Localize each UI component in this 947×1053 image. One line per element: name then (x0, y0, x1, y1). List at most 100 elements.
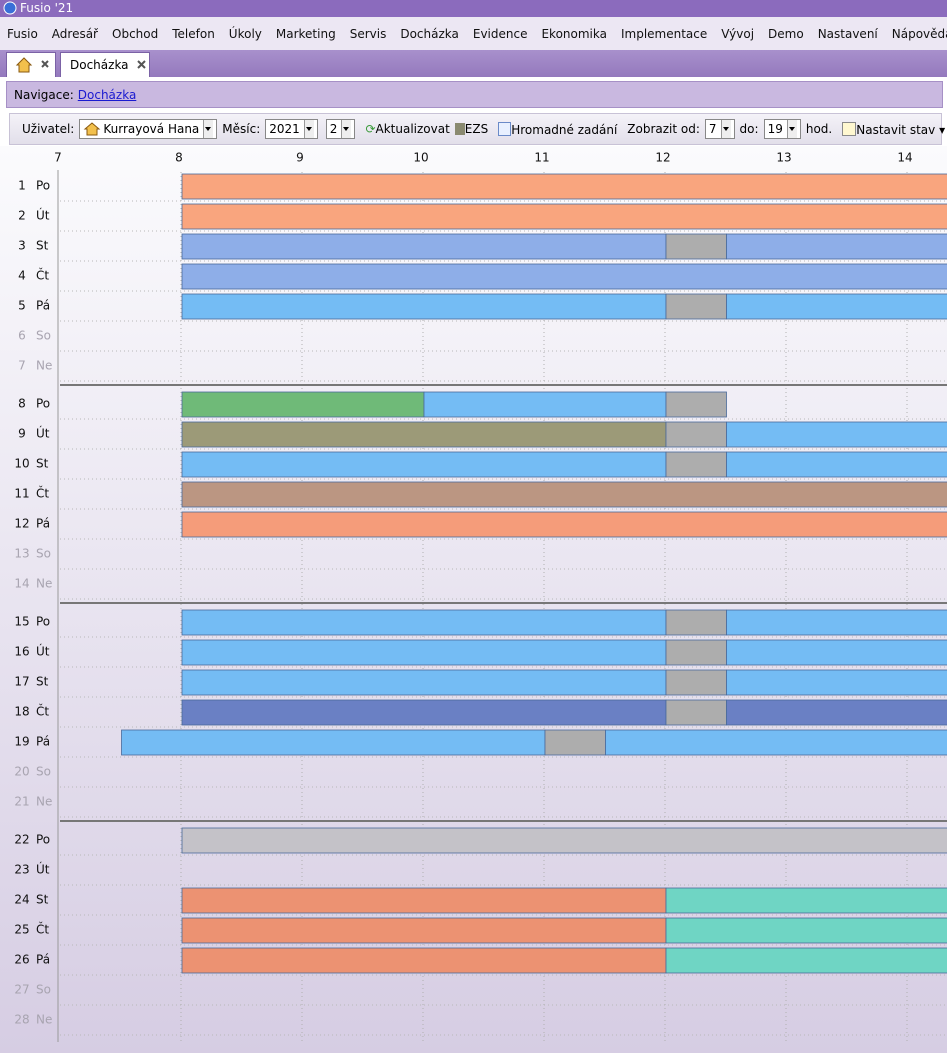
hour-label: 13 (776, 151, 791, 165)
time-segment (181, 451, 667, 478)
set-state-label: Nastavit stav (856, 122, 936, 137)
user-label: Uživatel: (22, 122, 75, 136)
time-segment (423, 391, 667, 418)
day-name: Út (36, 208, 50, 223)
time-segment (181, 233, 667, 260)
day-number: 24 (14, 893, 29, 907)
menu-item[interactable]: Vývoj (721, 26, 755, 41)
time-segment (726, 421, 947, 448)
hour-label: 7 (54, 151, 62, 165)
time-segment (181, 293, 667, 320)
time-segment (605, 729, 947, 756)
day-number: 12 (14, 517, 29, 531)
from-select[interactable]: 7 (704, 119, 735, 139)
ezs-button[interactable]: EZS (454, 122, 488, 136)
day-number: 4 (18, 269, 26, 283)
dropdown-arrow (341, 120, 352, 138)
day-number: 15 (14, 615, 29, 629)
to-value: 19 (767, 122, 783, 136)
day-name: Čt (36, 486, 49, 501)
day-name: Po (36, 179, 50, 193)
day-number: 25 (14, 923, 29, 937)
time-segment (181, 917, 667, 944)
toolbar: Uživatel: Kurrayová Hana Měsíc: 2021 2 ⟳… (9, 113, 945, 145)
day-name: Pá (36, 517, 50, 531)
day-number: 14 (14, 577, 29, 591)
menu-item[interactable]: Marketing (275, 26, 336, 41)
from-label: Zobrazit od: (627, 122, 700, 136)
day-number: 21 (14, 795, 29, 809)
time-segment (726, 699, 947, 726)
to-select[interactable]: 19 (763, 119, 801, 139)
time-segment (665, 391, 727, 418)
menu-bar: Fusio Adresář Obchod Telefon Úkoly Marketing S… (0, 17, 947, 50)
menu-item[interactable]: Úkoly (228, 26, 262, 41)
menu-item[interactable]: Adresář (51, 26, 98, 41)
tab-label: Docházka (70, 58, 129, 72)
menu-item[interactable]: Fusio (7, 26, 38, 41)
day-name: Po (36, 615, 50, 629)
day-number: 8 (18, 397, 26, 411)
day-name: Ne (36, 577, 52, 591)
day-name: So (36, 983, 51, 997)
time-segment (665, 669, 727, 696)
time-segment (726, 233, 947, 260)
day-name: St (36, 893, 49, 907)
time-segment (181, 887, 667, 914)
nav-label: Navigace: (14, 87, 74, 102)
day-name: St (36, 675, 49, 689)
time-segment (665, 887, 947, 914)
home-icon (15, 57, 49, 73)
menu-item[interactable]: Nápověda (891, 26, 947, 41)
set-state-button[interactable]: Nastavit stav ▾ (842, 121, 945, 137)
day-number: 17 (14, 675, 29, 689)
time-segment (121, 729, 546, 756)
tab-strip (0, 50, 947, 77)
time-segment (665, 233, 727, 260)
day-number: 28 (14, 1013, 29, 1027)
title-bar: Fusio '21 (0, 0, 947, 17)
time-segment (726, 639, 947, 666)
day-number: 3 (18, 239, 26, 253)
user-select[interactable]: Kurrayová Hana (79, 119, 218, 139)
day-name: Čt (36, 922, 49, 937)
time-segment (181, 421, 667, 448)
user-name: Kurrayová Hana (103, 122, 200, 136)
bulk-button[interactable]: Hromadné zadání (498, 121, 617, 137)
day-name: Po (36, 833, 50, 847)
refresh-button[interactable]: ⟳Aktualizovat (365, 122, 450, 136)
time-segment (665, 947, 947, 974)
day-name: So (36, 329, 51, 343)
month-select[interactable]: 2 (325, 119, 356, 139)
day-number: 22 (14, 833, 29, 847)
menu-item[interactable]: Implementace (620, 26, 708, 41)
year-select[interactable]: 2021 (265, 119, 318, 139)
time-segment (181, 203, 947, 230)
day-number: 20 (14, 765, 29, 779)
time-segment (665, 699, 727, 726)
day-number: 13 (14, 547, 29, 561)
time-segment (181, 609, 667, 636)
time-segment (726, 451, 947, 478)
menu-item[interactable]: Telefon (172, 26, 215, 41)
time-segment (181, 947, 667, 974)
menu-item[interactable]: Evidence (472, 26, 528, 41)
day-number: 2 (18, 209, 26, 223)
day-number: 26 (14, 953, 29, 967)
menu-item[interactable]: Docházka (400, 26, 459, 41)
menu-item[interactable]: Obchod (112, 26, 159, 41)
menu-item[interactable]: Servis (349, 26, 387, 41)
day-number: 18 (14, 705, 29, 719)
menu-item[interactable]: Demo (768, 26, 804, 41)
active-tab[interactable]: Docházka (60, 52, 150, 77)
day-name: Pá (36, 953, 50, 967)
close-icon[interactable] (129, 59, 149, 71)
day-number: 11 (14, 487, 29, 501)
hour-label: 9 (296, 151, 304, 165)
menu-item[interactable]: Ekonomika (541, 26, 607, 41)
home-tab[interactable] (6, 52, 56, 77)
menu-item[interactable]: Nastavení (817, 26, 878, 41)
nav-link[interactable]: Docházka (77, 87, 137, 102)
time-segment (181, 827, 947, 854)
day-number: 7 (18, 359, 26, 373)
